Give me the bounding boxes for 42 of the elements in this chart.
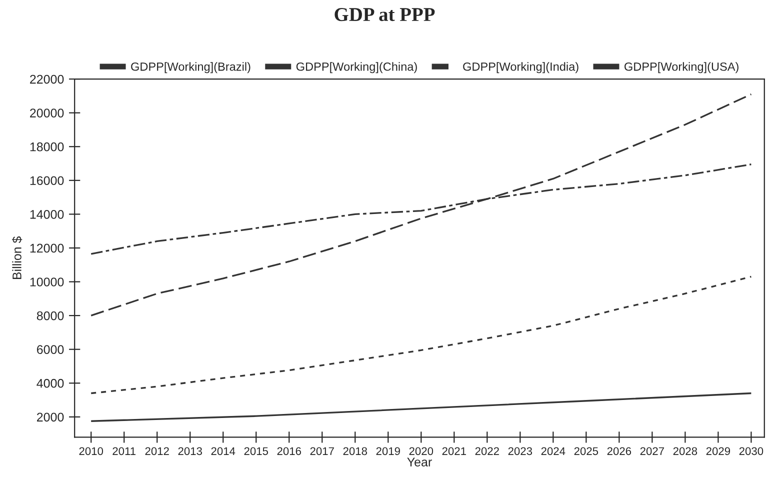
line-series [90, 93, 752, 316]
legend-label: GDPP[Working](India) [463, 62, 578, 74]
line-series [90, 276, 752, 394]
x-tick-label: 2014 [211, 447, 236, 456]
y-tick-label: 6000 [37, 345, 64, 354]
x-tick-label: 2012 [145, 447, 169, 456]
x-tick-label: 2017 [310, 447, 334, 456]
y-tick-label: 18000 [30, 142, 64, 152]
x-tick-label: 2015 [244, 447, 268, 456]
y-tick-label: 2000 [37, 412, 64, 422]
x-tick-label: 2027 [640, 447, 664, 456]
x-axis-title: Year [407, 458, 432, 466]
x-tick-label: 2030 [739, 447, 764, 456]
x-tick-label: 2018 [343, 447, 368, 456]
x-tick-label: 2021 [442, 447, 466, 456]
x-tick-label: 2010 [79, 447, 104, 456]
y-tick-label: 20000 [30, 108, 64, 118]
y-tick-label: 14000 [30, 210, 64, 219]
y-tick-label: 16000 [30, 176, 64, 186]
y-tick-label: 22000 [30, 74, 64, 84]
x-tick-label: 2013 [178, 447, 202, 456]
y-tick-label: 8000 [36, 311, 64, 320]
legend-label: GDPP[Working](China) [296, 62, 417, 74]
x-tick-label: 2019 [376, 447, 400, 456]
line-series [90, 392, 752, 422]
x-tick-label: 2022 [475, 447, 499, 456]
x-tick-label: 2016 [277, 447, 301, 456]
x-tick-label: 2025 [574, 447, 598, 456]
chart-title: GDP at PPP [334, 8, 435, 22]
y-tick-label: 4000 [36, 378, 64, 388]
x-tick-label: 2029 [706, 447, 730, 456]
x-tick-label: 2028 [673, 447, 698, 456]
legend-label: GDPP[Working](USA) [624, 62, 738, 74]
x-tick-label: 2011 [112, 447, 136, 456]
x-tick-label: 2026 [607, 447, 632, 456]
legend-label: GDPP[Working](Brazil) [131, 62, 250, 74]
y-axis-title: Billion $ [12, 236, 22, 279]
x-tick-label: 2024 [541, 447, 566, 456]
y-tick-label: 12000 [30, 244, 64, 253]
x-tick-label: 2020 [409, 447, 434, 456]
y-tick-label: 10000 [30, 278, 64, 286]
x-tick-label: 2023 [508, 447, 532, 456]
